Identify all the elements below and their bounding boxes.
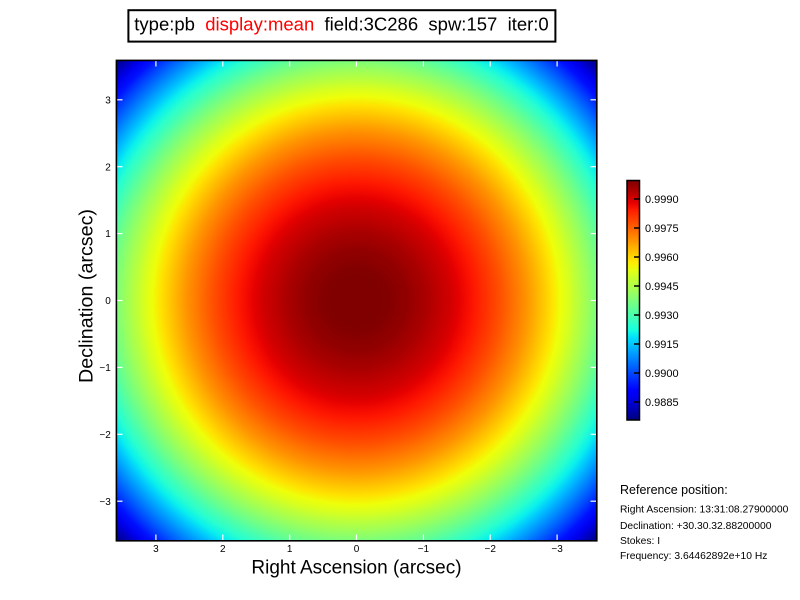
svg-text:0.9945: 0.9945 [645, 281, 679, 293]
svg-text:1: 1 [105, 229, 111, 240]
svg-text:3: 3 [105, 95, 111, 106]
svg-text:0.9885: 0.9885 [645, 397, 679, 409]
svg-text:type:pb display:mean field:3: type:pb display:mean field:3C286 spw:157… [134, 14, 548, 35]
svg-text:Right Ascension (arcsec): Right Ascension (arcsec) [251, 558, 461, 579]
svg-text:0.9915: 0.9915 [645, 339, 679, 351]
svg-text:−1: −1 [99, 363, 111, 374]
svg-text:Right Ascension: 13:31:08.2790: Right Ascension: 13:31:08.27900000 [620, 505, 789, 516]
svg-text:Reference position:: Reference position: [620, 483, 728, 497]
svg-text:−2: −2 [99, 430, 111, 441]
svg-text:0.9930: 0.9930 [645, 310, 679, 322]
svg-text:−3: −3 [551, 544, 563, 555]
svg-text:0.9990: 0.9990 [645, 194, 679, 206]
svg-text:Stokes: I: Stokes: I [620, 536, 660, 547]
svg-text:Declination: +30.30.32.8820000: Declination: +30.30.32.88200000 [620, 521, 772, 532]
svg-text:0.9975: 0.9975 [645, 223, 679, 235]
svg-text:1: 1 [287, 544, 293, 555]
svg-text:2: 2 [105, 162, 111, 173]
svg-text:0: 0 [105, 296, 111, 307]
svg-text:0.9960: 0.9960 [645, 252, 679, 264]
svg-text:Declination (arcsec): Declination (arcsec) [76, 209, 98, 383]
svg-text:Frequency: 3.64462892e+10 Hz: Frequency: 3.64462892e+10 Hz [620, 551, 767, 562]
svg-text:−1: −1 [418, 544, 430, 555]
svg-text:3: 3 [153, 544, 159, 555]
svg-text:−2: −2 [484, 544, 496, 555]
svg-text:−3: −3 [99, 497, 111, 508]
svg-text:2: 2 [220, 544, 226, 555]
svg-text:0: 0 [354, 544, 360, 555]
svg-text:0.9900: 0.9900 [645, 368, 679, 380]
